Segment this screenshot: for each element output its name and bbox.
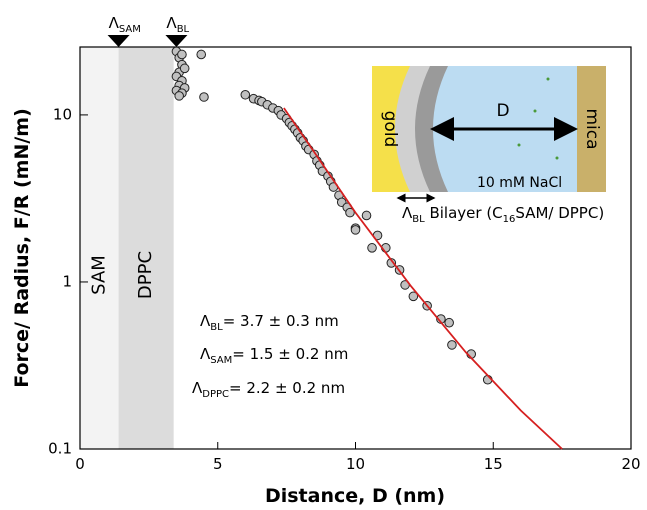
mica-block [577,66,606,192]
region [80,47,119,449]
annotation-text: = 2.2 ± 0.2 nm [229,379,345,397]
x-tick-label: 10 [346,455,365,473]
marker-symbol: Λ [109,14,120,32]
caption-symbol: Λ [402,204,413,222]
annotation-sub: BL [210,322,223,333]
annotation: ΛDPPC= 2.2 ± 0.2 nm [192,379,345,400]
annotation-text: = 3.7 ± 0.3 nm [223,312,339,330]
mica-label: mica [582,108,602,149]
caption-text: SAM/ DPPC) [515,204,604,222]
data-point [196,49,207,60]
data-point [174,91,184,101]
annotation: ΛSAM= 1.5 ± 0.2 nm [200,345,348,366]
region-label: SAM [88,255,109,295]
marker-symbol: Λ [166,14,177,32]
data-point [177,49,187,60]
fit-line [283,107,563,450]
gold-label: gold [380,111,400,148]
region-label: DPPC [135,251,156,299]
caption-sub: 16 [503,214,516,225]
inset-diagram: gold mica D 10 mM NaCl ΛBL Bilayer (C16S… [372,66,606,225]
annotation-symbol: Λ [200,312,211,330]
x-tick-label: 5 [213,455,223,473]
annotation-sub: SAM [210,355,232,366]
marker-sub: SAM [119,24,141,35]
ion [555,156,559,160]
data-point [345,207,355,218]
boundary-marker [165,35,188,47]
marker-label: ΛSAM [109,14,141,35]
marker-sub: BL [177,24,190,35]
y-tick-label: 10 [53,105,72,123]
ion [517,143,521,147]
ion [533,109,537,113]
data-point [361,210,372,221]
x-tick-label: 20 [621,455,640,473]
ion [546,77,550,81]
y-tick-label: 0.1 [48,440,72,458]
x-axis-title: Distance, D (nm) [265,485,445,507]
y-axis-title: Force/ Radius, F/R (mN/m) [11,108,33,388]
data-point [447,340,457,350]
annotation: ΛBL= 3.7 ± 0.3 nm [200,312,339,333]
data-point [240,89,251,100]
region [118,47,174,449]
data-point [350,225,361,235]
x-tick-label: 15 [484,455,503,473]
annotation-symbol: Λ [192,379,203,397]
data-point [444,317,454,328]
inset-caption: ΛBL Bilayer (C16SAM/ DPPC) [402,204,604,225]
annotation-symbol: Λ [200,345,211,363]
annotation-text: = 1.5 ± 0.2 nm [232,345,348,363]
x-tick-label: 0 [75,455,85,473]
annotation-sub: DPPC [202,389,229,400]
data-point [367,243,377,253]
data-point [408,291,419,302]
boundary-marker [107,35,130,47]
data-point [179,63,190,74]
marker-label: ΛBL [166,14,189,35]
distance-label: D [496,101,509,121]
caption-text: Bilayer (C [425,204,503,222]
caption-sub: BL [412,214,425,225]
data-point [199,92,209,102]
gold-block [372,66,410,192]
salt-label: 10 mM NaCl [477,175,562,191]
y-tick-label: 1 [62,272,72,290]
